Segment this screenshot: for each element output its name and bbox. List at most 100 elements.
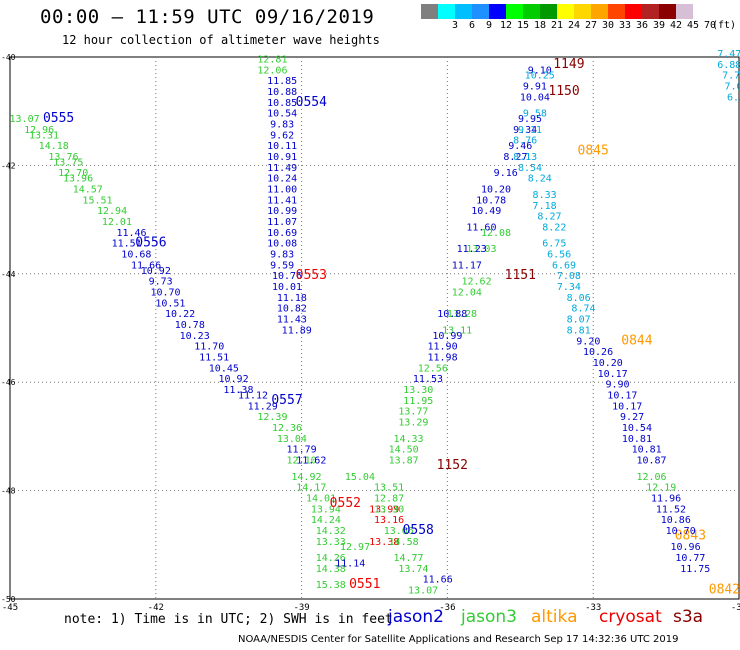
- track-time-label: 0554: [296, 95, 327, 110]
- wave-height-value: 10.70: [666, 526, 696, 537]
- wave-height-value: 14.26: [316, 553, 346, 564]
- track-time-label: 0556: [135, 236, 166, 251]
- wave-height-value: 10.88: [437, 309, 467, 320]
- wave-height-value: 7.34: [557, 282, 581, 293]
- wave-height-value: 10.08: [267, 239, 297, 250]
- wave-height-value: 14.33: [393, 434, 423, 445]
- legend-label: 39: [653, 20, 666, 31]
- wave-height-value: 13.30: [403, 385, 433, 396]
- wave-height-value: 11.51: [112, 239, 142, 250]
- legend-label: 6: [469, 20, 476, 31]
- wave-height-value: 9.83: [270, 119, 294, 130]
- wave-height-value: 11.60: [466, 222, 496, 233]
- wave-height-value: 8.06: [567, 293, 591, 304]
- wave-height-value: 11.70: [194, 342, 224, 353]
- satellite-label-cryosat: cryosat: [599, 607, 662, 627]
- wave-height-value: 13.28: [447, 309, 477, 320]
- page-subtitle: 12 hour collection of altimeter wave hei…: [62, 33, 380, 47]
- wave-height-value: 10.54: [622, 423, 652, 434]
- wave-height-value: 6.69: [552, 260, 576, 271]
- track-time-label: 1151: [505, 268, 536, 283]
- wave-height-value: 10.51: [155, 298, 185, 309]
- wave-height-value: 13.30: [374, 504, 404, 515]
- wave-height-value: 10.81: [632, 445, 662, 456]
- wave-height-value: 14.32: [316, 526, 346, 537]
- satellite-label-altika: altika: [531, 607, 578, 627]
- track-time-label: 0845: [578, 144, 609, 159]
- wave-height-value: 11.46: [116, 228, 146, 239]
- lon-tick-label: -45: [2, 603, 18, 613]
- wave-height-value: 13.51: [374, 483, 404, 494]
- wave-height-value: 14.50: [389, 445, 419, 456]
- wave-height-value: 9.20: [576, 336, 600, 347]
- wave-height-value: 10.85: [267, 98, 297, 109]
- legend-swatch: [574, 4, 591, 19]
- wave-height-value: 10.24: [267, 174, 297, 185]
- legend-swatch: [421, 4, 438, 19]
- lon-tick-label: -30: [731, 603, 740, 613]
- wave-height-value: 9.58: [523, 109, 547, 120]
- wave-height-value: 8.33: [533, 190, 557, 201]
- wave-height-value: 14.01: [306, 493, 336, 504]
- legend-swatch: [625, 4, 642, 19]
- lon-tick-label: -36: [439, 603, 455, 613]
- wave-height-value: 13.87: [389, 456, 419, 467]
- wave-height-value: 8.27: [503, 152, 527, 163]
- wave-height-value: 11.18: [277, 293, 307, 304]
- page-title: 00:00 — 11:59 UTC 09/16/2019: [40, 6, 375, 28]
- lon-tick-label: -33: [585, 603, 601, 613]
- wave-height-value: 10.22: [165, 309, 195, 320]
- wave-height-value: 11.95: [403, 396, 433, 407]
- wave-height-value: 11.89: [282, 325, 312, 336]
- wave-height-value: 14.17: [296, 483, 326, 494]
- wave-height-value: 11.98: [427, 353, 457, 364]
- wave-height-value: 9.16: [494, 168, 518, 179]
- wave-height-value: 11.52: [656, 504, 686, 515]
- wave-height-value: 12.70: [58, 168, 88, 179]
- wave-height-value: 11.66: [131, 260, 161, 271]
- legend-swatch: [591, 4, 608, 19]
- track-time-label: 0552: [330, 496, 361, 511]
- lat-tick-label: -46: [1, 378, 16, 387]
- wave-height-value: 10.17: [598, 369, 628, 380]
- wave-height-value: 13.07: [10, 114, 40, 125]
- wave-height-value: 11.96: [651, 493, 681, 504]
- wave-height-value: 7.06: [725, 82, 740, 93]
- wave-height-value: 11.07: [267, 217, 297, 228]
- wave-height-value: 13.96: [63, 174, 93, 185]
- legend-swatch: [693, 4, 710, 19]
- legend-swatch: [523, 4, 540, 19]
- wave-height-value: 7.47: [717, 49, 740, 60]
- legend-label: 15: [517, 20, 530, 31]
- wave-height-value: 10.88: [267, 87, 297, 98]
- wave-height-value: 12.36: [272, 423, 302, 434]
- wave-height-value: 8.13: [513, 152, 537, 163]
- wave-height-value: 9.59: [270, 260, 294, 271]
- wave-height-value: 14.92: [291, 472, 321, 483]
- legend-unit: (ft): [712, 20, 737, 31]
- wave-height-value: 9.83: [270, 250, 294, 261]
- wave-height-value: 8.27: [537, 212, 561, 223]
- legend-label: 9: [486, 20, 493, 31]
- wave-height-value: 13.16: [374, 515, 404, 526]
- wave-height-value: 9.90: [605, 380, 629, 391]
- wave-height-value: 10.86: [661, 515, 691, 526]
- wave-height-value: 11.17: [452, 260, 482, 271]
- wave-height-value: 15.38: [316, 580, 346, 591]
- wave-height-value: 12.04: [452, 287, 482, 298]
- wave-height-value: 10.17: [607, 390, 637, 401]
- wave-height-value: 10.25: [525, 71, 555, 82]
- legend-label: 33: [619, 20, 632, 31]
- legend-swatch: [676, 4, 693, 19]
- color-legend: 3 6 9 12 15 18 21 24 27 30 33 36 39 42 45 70 (ft): [421, 4, 736, 33]
- wave-height-value: 14.58: [389, 537, 419, 548]
- wave-height-value: 13.11: [442, 325, 472, 336]
- plot-frame: [9, 56, 740, 600]
- legend-swatch: [557, 4, 574, 19]
- wave-height-value: 11.00: [267, 185, 297, 196]
- wave-height-value: 6.53: [727, 92, 740, 103]
- wave-height-value: 9.10: [528, 65, 552, 76]
- wave-height-value: 10.11: [267, 141, 297, 152]
- track-time-label: 0553: [296, 268, 327, 283]
